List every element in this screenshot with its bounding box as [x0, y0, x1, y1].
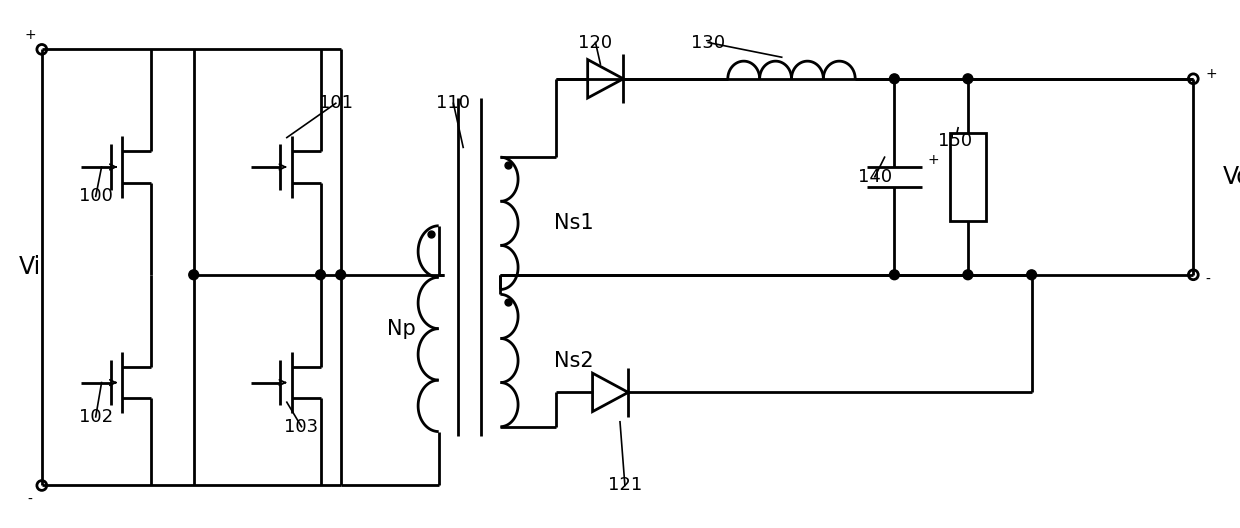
Bar: [950, 133, 986, 221]
Circle shape: [188, 270, 198, 280]
Text: +: +: [928, 153, 940, 167]
Circle shape: [889, 270, 899, 280]
Text: 130: 130: [691, 33, 725, 52]
Circle shape: [336, 270, 346, 280]
Text: 102: 102: [78, 408, 113, 426]
Text: Vo: Vo: [1223, 165, 1240, 189]
Text: 120: 120: [578, 33, 613, 52]
Text: Np: Np: [387, 319, 415, 338]
Text: 100: 100: [79, 187, 113, 205]
Text: Ns2: Ns2: [554, 351, 594, 371]
Text: -: -: [1205, 272, 1210, 287]
Circle shape: [963, 270, 973, 280]
Text: 101: 101: [319, 95, 353, 112]
Text: Ns1: Ns1: [554, 213, 594, 233]
Circle shape: [316, 270, 325, 280]
Circle shape: [963, 74, 973, 83]
Text: -: -: [27, 493, 32, 507]
Text: 140: 140: [858, 168, 892, 186]
Circle shape: [889, 74, 899, 83]
Text: 121: 121: [608, 476, 642, 495]
Circle shape: [1027, 270, 1037, 280]
Text: 103: 103: [284, 418, 319, 436]
Text: +: +: [25, 27, 36, 42]
Text: 110: 110: [436, 95, 470, 112]
Text: 150: 150: [939, 131, 972, 149]
Text: Vi: Vi: [19, 256, 41, 279]
Text: +: +: [1205, 67, 1216, 81]
